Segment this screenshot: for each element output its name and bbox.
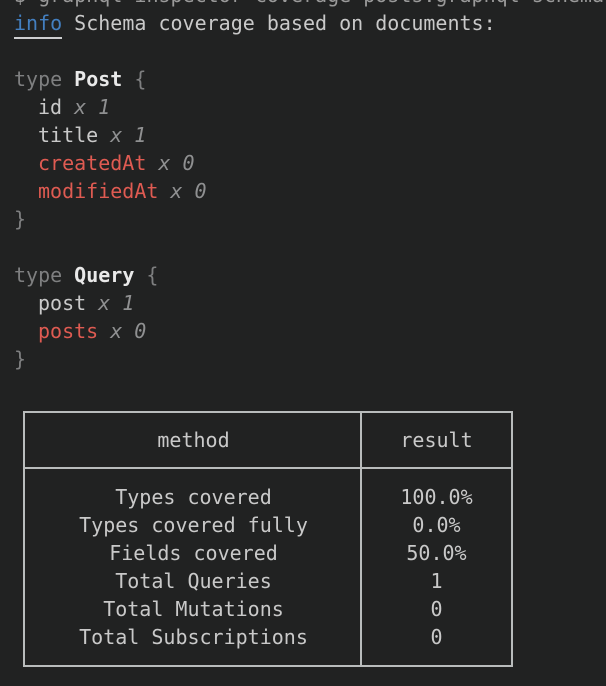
open-brace: { [146, 263, 159, 287]
field-name-uncovered: posts [38, 319, 99, 343]
field-usage-count: x 0 [170, 179, 207, 203]
log-info-line: info Schema coverage based on documents: [0, 9, 606, 39]
table-row-method: Fields covered [109, 541, 278, 565]
close-brace-line: } [0, 205, 606, 233]
type-name-query: Query [74, 263, 135, 287]
header-cell-result: result [400, 428, 473, 452]
type-keyword: type [14, 67, 63, 91]
type-keyword: type [14, 263, 63, 287]
info-label: info [14, 9, 63, 39]
type-query-header: type Query { [0, 261, 606, 289]
truncated-top-line: $ graphql-inspector coverage posts.graph… [0, 0, 606, 9]
field-usage-count: x 1 [98, 291, 135, 315]
field-name: title [38, 123, 99, 147]
field-name-uncovered: createdAt [38, 151, 147, 175]
blank-line [0, 233, 606, 261]
coverage-table-body: Types covered Types covered fully Fields… [25, 469, 511, 665]
open-brace: { [134, 67, 147, 91]
table-row-method: Types covered [115, 485, 272, 509]
header-cell-method: method [157, 428, 230, 452]
field-line-post: post x 1 [0, 289, 606, 317]
table-row-result: 50.0% [406, 541, 467, 565]
close-brace: } [14, 207, 27, 231]
table-row-result: 0 [430, 625, 443, 649]
table-row-result: 1 [430, 569, 443, 593]
table-row-result: 0.0% [412, 513, 461, 537]
close-brace-line: } [0, 345, 606, 373]
field-line-posts: posts x 0 [0, 317, 606, 345]
table-column-divider [360, 413, 362, 665]
table-row-result: 100.0% [400, 485, 473, 509]
field-line-title: title x 1 [0, 121, 606, 149]
field-name: post [38, 291, 87, 315]
table-row-method: Types covered fully [79, 513, 308, 537]
result-column: 100.0% 0.0% 50.0% 1 0 0 [362, 483, 511, 651]
table-row-method: Total Queries [115, 569, 272, 593]
method-column: Types covered Types covered fully Fields… [25, 483, 362, 651]
field-usage-count: x 1 [110, 123, 147, 147]
table-row-method: Total Mutations [103, 597, 284, 621]
type-post-header: type Post { [0, 65, 606, 93]
truncated-top-line-text: $ graphql-inspector coverage posts.graph… [14, 0, 606, 9]
field-line-id: id x 1 [0, 93, 606, 121]
blank-line [0, 37, 606, 65]
type-name-post: Post [74, 67, 123, 91]
table-row-method: Total Subscriptions [79, 625, 308, 649]
table-row-result: 0 [430, 597, 443, 621]
field-name: id [38, 95, 63, 119]
field-name-uncovered: modifiedAt [38, 179, 159, 203]
field-line-modifiedat: modifiedAt x 0 [0, 177, 606, 205]
coverage-table-header: method result [25, 413, 511, 469]
coverage-table: method result Types covered Types covere… [23, 411, 513, 667]
log-message: Schema coverage based on documents: [74, 11, 496, 35]
field-usage-count: x 0 [110, 319, 147, 343]
field-usage-count: x 1 [74, 95, 111, 119]
field-usage-count: x 0 [158, 151, 195, 175]
field-line-createdat: createdAt x 0 [0, 149, 606, 177]
close-brace: } [14, 347, 27, 371]
